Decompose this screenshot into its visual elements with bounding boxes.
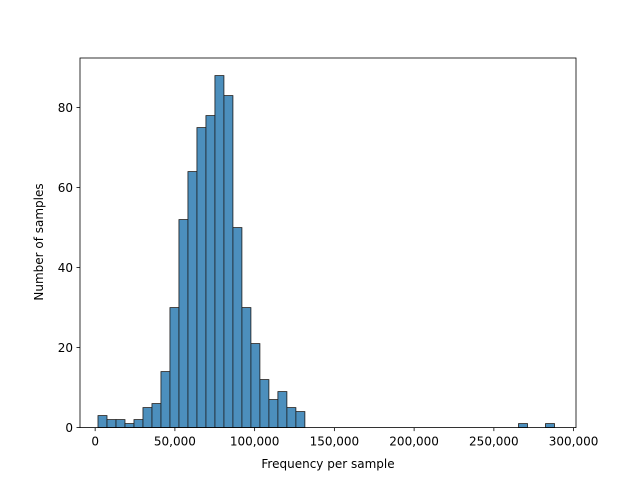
y-tick-label: 60 xyxy=(58,181,73,195)
histogram-bar-1 xyxy=(106,419,117,429)
histogram-bar-2 xyxy=(115,419,126,429)
histogram-bar-23 xyxy=(518,423,528,429)
histogram-bar-9 xyxy=(178,219,189,429)
histogram-bar-17 xyxy=(250,343,261,429)
histogram-bar-13 xyxy=(214,75,225,428)
y-tick-label: 0 xyxy=(65,421,73,435)
histogram-bar-3 xyxy=(124,423,135,429)
y-axis-label: Number of samples xyxy=(32,183,46,300)
histogram-bar-12 xyxy=(205,115,216,428)
bars-group xyxy=(97,75,555,429)
histogram-bar-6 xyxy=(151,403,162,429)
x-tick-label: 150,000 xyxy=(310,435,360,449)
histogram-bar-18 xyxy=(259,379,270,429)
y-tick-label: 80 xyxy=(58,101,73,115)
x-axis: 0 50,000 100,000 150,000 200,000 250,000 300,0… xyxy=(91,427,599,449)
histogram-bar-15 xyxy=(232,227,243,429)
histogram-bar-8 xyxy=(169,307,180,429)
histogram-bar-21 xyxy=(286,407,297,429)
histogram-bar-24 xyxy=(545,423,555,429)
plot-frame xyxy=(79,57,577,429)
x-tick-label: 50,000 xyxy=(154,435,196,449)
histogram-bar-20 xyxy=(277,391,288,429)
histogram-bar-14 xyxy=(223,95,234,428)
x-tick-label: 300,000 xyxy=(549,435,599,449)
y-tick-label: 40 xyxy=(58,261,73,275)
y-tick-label: 20 xyxy=(58,341,73,355)
x-axis-label: Frequency per sample xyxy=(261,457,394,471)
histogram-bar-11 xyxy=(196,127,207,428)
histogram-bar-7 xyxy=(160,371,171,429)
histogram-bar-4 xyxy=(133,419,144,429)
x-tick-label: 200,000 xyxy=(389,435,439,449)
histogram-bar-16 xyxy=(241,307,252,429)
x-tick-label: 0 xyxy=(91,435,99,449)
histogram-bar-0 xyxy=(97,415,108,429)
y-axis: 0 20 40 60 80 xyxy=(58,101,80,435)
x-tick-label: 100,000 xyxy=(230,435,280,449)
x-tick-label: 250,000 xyxy=(469,435,519,449)
histogram-bar-19 xyxy=(268,399,279,429)
histogram-bar-5 xyxy=(142,407,153,429)
histogram-bar-22 xyxy=(295,411,306,429)
histogram-bar-10 xyxy=(187,171,198,429)
